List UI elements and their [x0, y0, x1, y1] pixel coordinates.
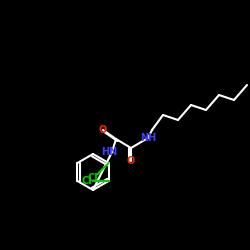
Text: Cl: Cl — [87, 173, 98, 183]
Text: HN: HN — [101, 147, 117, 157]
Text: O: O — [99, 125, 107, 135]
Text: NH: NH — [140, 133, 156, 143]
Text: O: O — [127, 156, 135, 166]
Text: Cl: Cl — [81, 176, 92, 186]
